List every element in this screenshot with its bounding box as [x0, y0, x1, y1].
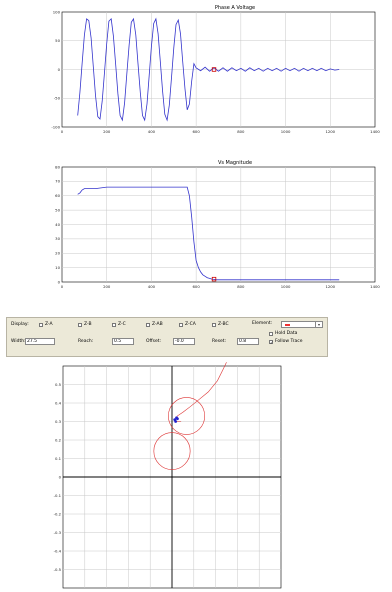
x-tick-label: 600 [193, 129, 201, 134]
reach-input[interactable]: 0.5 [112, 338, 134, 345]
x-tick-label: 200 [103, 129, 111, 134]
y-tick-label: 0.5 [55, 382, 62, 387]
y-tick-label: 60 [55, 193, 60, 198]
checkbox-z-c[interactable] [112, 323, 116, 327]
series-line [77, 17, 340, 122]
checkbox-z-bc[interactable] [212, 323, 216, 327]
checkbox-z-ca[interactable] [179, 323, 183, 327]
x-tick-label: 800 [237, 129, 245, 134]
checkbox-z-ab[interactable] [146, 323, 150, 327]
checkbox-z-a-label: Z-A [45, 322, 53, 327]
x-tick-label: 1000 [281, 284, 291, 289]
y-tick-label: 0.3 [55, 419, 62, 424]
width-label: Width: [11, 339, 26, 344]
x-tick-label: 1400 [370, 129, 380, 134]
series-line [77, 186, 340, 281]
hold-data-label: Hold Data [275, 331, 298, 336]
x-tick-label: 400 [148, 284, 156, 289]
checkbox-z-a[interactable] [39, 323, 43, 327]
y-tick-label: 30 [55, 236, 60, 241]
element-color-swatch [285, 324, 290, 326]
y-tick-label: 0.1 [55, 456, 62, 461]
y-tick-label: 100 [53, 9, 61, 14]
reset-label: Reset: [212, 339, 227, 344]
x-tick-label: 600 [193, 284, 201, 289]
relay-characteristic-circle [168, 397, 206, 435]
x-tick-label: 0 [61, 284, 64, 289]
element-dropdown[interactable]: ▾ [281, 321, 323, 328]
impedance-point [175, 416, 178, 420]
follow-trace-label: Follow Trace [275, 339, 303, 344]
y-tick-label: -100 [51, 124, 60, 129]
y-tick-label: 20 [55, 251, 60, 256]
checkbox-z-bc-label: Z-BC [218, 322, 229, 327]
y-tick-label: 0.2 [55, 437, 62, 442]
display-label: Display: [11, 322, 29, 327]
width-input[interactable]: 27.5 [25, 338, 55, 345]
hold-data-checkbox[interactable] [269, 332, 273, 336]
y-tick-label: 0 [59, 474, 62, 479]
element-label: Element: [252, 321, 273, 326]
vs-magnitude-chart: Vs Magnitude 0 200 400 600 800 1000 1200 140080… [55, 160, 380, 289]
x-tick-label: 1200 [325, 129, 335, 134]
offset-label: Offset: [146, 339, 162, 344]
y-tick-label: 50 [55, 207, 60, 212]
y-tick-label: -0.4 [54, 548, 62, 553]
y-tick-label: 0.4 [55, 400, 62, 405]
x-tick-label: 1000 [281, 129, 291, 134]
x-tick-label: 400 [148, 129, 156, 134]
checkbox-z-b[interactable] [78, 323, 82, 327]
chart-title: Phase A Voltage [215, 5, 255, 11]
y-tick-label: -0.2 [54, 511, 62, 516]
x-tick-label: 1400 [370, 284, 380, 289]
y-tick-label: -0.3 [54, 530, 62, 535]
reset-input[interactable]: 0.8 [237, 338, 259, 345]
y-tick-label: -0.1 [54, 493, 62, 498]
y-tick-label: 0 [58, 67, 61, 72]
follow-trace-checkbox[interactable]: ✓ [269, 340, 274, 345]
checkbox-z-ab-label: Z-AB [152, 322, 163, 327]
cursor-marker [211, 67, 217, 72]
y-tick-label: 10 [55, 265, 60, 270]
impedance-plane-plot: 0.5 0.4 0.3 0.2 0.1 0 -0.1 -0.2 -0.3 -0.4 -0.5 [54, 362, 282, 589]
phase-a-voltage-chart: Phase A Voltage 0 200 400 600 800 1000 1200 140… [51, 5, 380, 134]
cursor-marker [211, 276, 217, 282]
checkbox-z-c-label: Z-C [118, 322, 126, 327]
y-tick-label: 50 [55, 38, 60, 43]
impedance-point [174, 420, 178, 423]
y-tick-label: 40 [55, 222, 60, 227]
chart-title: Vs Magnitude [218, 160, 252, 166]
x-tick-label: 0 [61, 129, 64, 134]
x-tick-label: 800 [237, 284, 245, 289]
y-tick-label: 70 [55, 179, 60, 184]
y-tick-label: -0.5 [54, 567, 62, 572]
x-tick-label: 200 [103, 284, 111, 289]
y-tick-label: 80 [55, 164, 60, 169]
relay-characteristic-circle [153, 432, 191, 470]
y-tick-label: -50 [54, 96, 61, 101]
x-tick-label: 1200 [325, 284, 335, 289]
checkbox-z-ca-label: Z-CA [185, 322, 196, 327]
checkbox-z-b-label: Z-B [84, 322, 92, 327]
y-tick-label: 0 [58, 279, 61, 284]
control-panel: Display: Z-A Z-B Z-C Z-AB Z-CA Z-BC Elem… [6, 317, 328, 357]
offset-input[interactable]: -0.0 [173, 338, 195, 345]
reach-label: Reach: [78, 339, 94, 344]
chevron-down-icon: ▾ [315, 322, 322, 327]
